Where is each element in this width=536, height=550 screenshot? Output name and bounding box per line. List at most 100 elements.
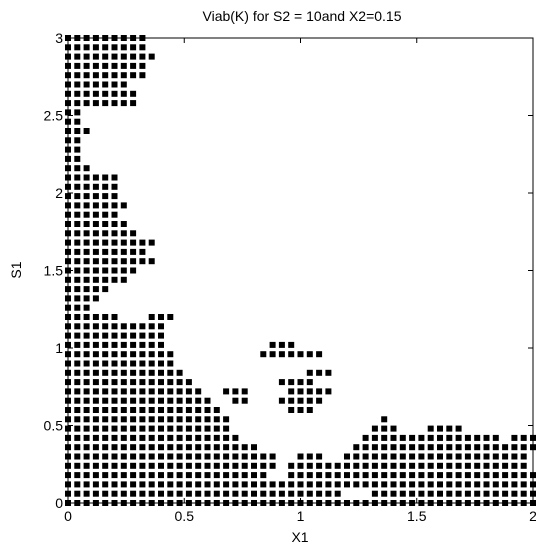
data-point [83, 416, 90, 423]
data-point [148, 434, 155, 441]
data-point [251, 490, 257, 497]
data-point [111, 462, 118, 469]
data-point [139, 416, 146, 423]
data-point [371, 453, 378, 460]
data-point [167, 434, 174, 441]
data-point [83, 258, 90, 265]
data-point [158, 341, 164, 348]
data-point [520, 444, 527, 451]
data-point [111, 407, 118, 413]
data-point [455, 425, 462, 432]
data-point [511, 490, 518, 497]
data-point [390, 425, 397, 432]
data-point [158, 314, 164, 320]
data-point [139, 332, 146, 339]
data-point [74, 72, 81, 79]
data-point [269, 462, 276, 469]
data-point [130, 62, 137, 69]
data-point [139, 462, 146, 469]
data-point [74, 434, 81, 441]
data-point [204, 407, 211, 413]
data-point [427, 472, 434, 479]
data-point [83, 128, 90, 134]
data-point [297, 407, 304, 413]
data-point [390, 434, 397, 441]
data-point [92, 230, 99, 237]
data-point [92, 62, 99, 69]
data-point [176, 369, 183, 376]
data-point [120, 407, 127, 413]
data-point [120, 453, 127, 460]
data-point [502, 453, 509, 460]
data-point [427, 490, 434, 497]
data-point [83, 100, 90, 107]
data-point [213, 407, 220, 413]
data-point [83, 388, 90, 395]
data-point [74, 314, 81, 320]
data-point [111, 397, 118, 404]
data-point [204, 425, 211, 432]
data-point [446, 462, 453, 469]
data-point [102, 416, 109, 423]
data-point [83, 221, 90, 227]
data-point [130, 360, 137, 367]
x-tick-label: 2 [529, 508, 536, 524]
data-point [92, 44, 99, 51]
data-point [158, 379, 164, 386]
data-point [83, 304, 90, 311]
data-point [353, 453, 360, 460]
data-point [204, 490, 211, 497]
data-point [492, 434, 499, 441]
data-point [83, 193, 90, 200]
data-point [83, 407, 90, 413]
data-point [158, 332, 164, 339]
data-point [241, 490, 248, 497]
data-point [120, 202, 127, 209]
data-point [102, 360, 109, 367]
data-point [334, 490, 341, 497]
data-point [362, 472, 369, 479]
data-point [148, 416, 155, 423]
data-point [455, 434, 462, 441]
data-point [297, 397, 304, 404]
data-point [158, 472, 164, 479]
y-tick-label: 3 [55, 30, 63, 46]
data-point [176, 481, 183, 488]
data-point [120, 276, 127, 283]
data-point [111, 230, 118, 237]
data-point [455, 481, 462, 488]
data-point [306, 351, 313, 358]
data-point [120, 379, 127, 386]
data-point [139, 258, 146, 265]
data-point [297, 490, 304, 497]
data-point [92, 360, 99, 367]
data-point [176, 416, 183, 423]
data-point [139, 397, 146, 404]
data-point [297, 481, 304, 488]
data-point [167, 351, 174, 358]
data-point [511, 453, 518, 460]
data-point [92, 369, 99, 376]
data-point [102, 248, 109, 255]
data-point [325, 481, 332, 488]
data-point [111, 323, 118, 330]
data-point [437, 453, 443, 460]
data-point [371, 490, 378, 497]
data-point [111, 258, 118, 265]
data-point [139, 444, 146, 451]
data-point [223, 434, 230, 441]
data-point [399, 434, 406, 441]
data-point [446, 472, 453, 479]
data-point [74, 146, 81, 153]
data-point [306, 462, 313, 469]
data-point [278, 379, 285, 386]
data-point [74, 388, 81, 395]
data-point [74, 453, 81, 460]
data-point [306, 453, 313, 460]
data-point [409, 481, 416, 488]
data-point [223, 416, 230, 423]
data-point [102, 267, 109, 274]
data-point [139, 239, 146, 246]
data-point [269, 453, 276, 460]
data-point [120, 369, 127, 376]
